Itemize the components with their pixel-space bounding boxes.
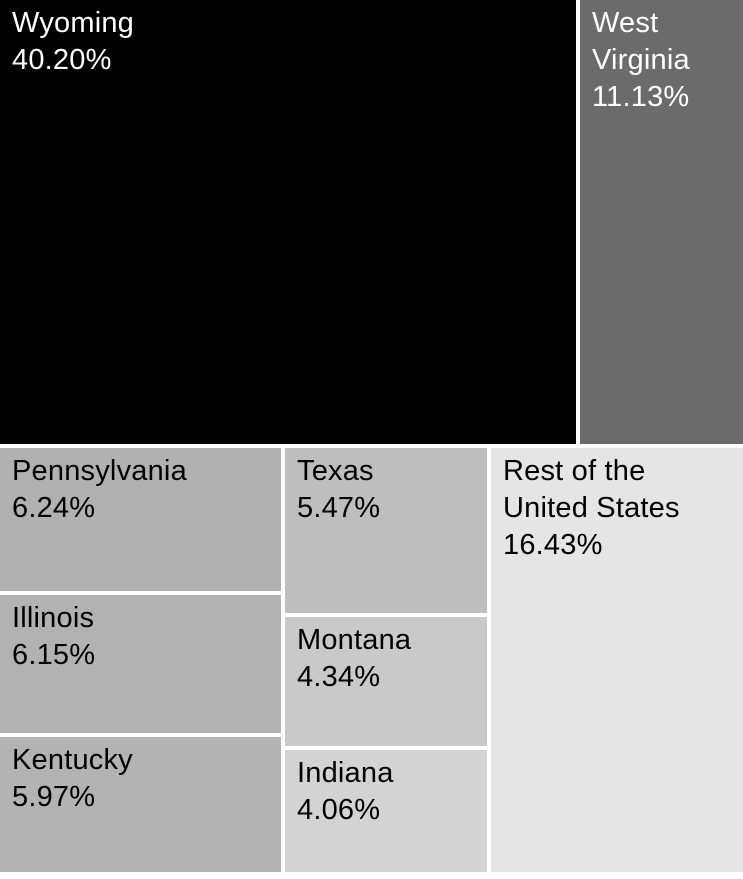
tile-value: 5.97% — [12, 781, 96, 813]
tile-label: Wyoming — [12, 7, 135, 39]
tile-label: Indiana — [297, 757, 394, 789]
tile-value: 16.43% — [503, 529, 603, 561]
treemap-tile-indiana[interactable]: Indiana 4.06% — [285, 750, 487, 872]
treemap-tile-wyoming[interactable]: Wyoming 40.20% — [0, 0, 576, 444]
treemap-tile-texas[interactable]: Texas 5.47% — [285, 448, 487, 613]
treemap-tile-rest-of-the-united-states[interactable]: Rest of the United States 16.43% — [491, 448, 743, 872]
tile-value: 4.06% — [297, 794, 381, 826]
treemap-tile-montana[interactable]: Montana 4.34% — [285, 617, 487, 746]
treemap-tile-pennsylvania[interactable]: Pennsylvania 6.24% — [0, 448, 281, 591]
tile-value: 6.24% — [12, 492, 96, 524]
treemap-tile-kentucky[interactable]: Kentucky 5.97% — [0, 737, 281, 872]
tile-label: Montana — [297, 624, 412, 656]
tile-label: Kentucky — [12, 744, 133, 776]
treemap-tile-illinois[interactable]: Illinois 6.15% — [0, 595, 281, 733]
tile-label: West Virginia — [592, 7, 690, 76]
tile-value: 6.15% — [12, 639, 96, 671]
tile-value: 4.34% — [297, 661, 381, 693]
treemap-tile-west-virginia[interactable]: West Virginia 11.13% — [580, 0, 743, 444]
tile-label: Pennsylvania — [12, 455, 187, 487]
tile-value: 40.20% — [12, 44, 112, 76]
tile-label: Illinois — [12, 602, 95, 634]
tile-label: Texas — [297, 455, 374, 487]
tile-label: Rest of the United States — [503, 455, 680, 524]
tile-value: 11.13% — [592, 81, 690, 113]
tile-value: 5.47% — [297, 492, 381, 524]
